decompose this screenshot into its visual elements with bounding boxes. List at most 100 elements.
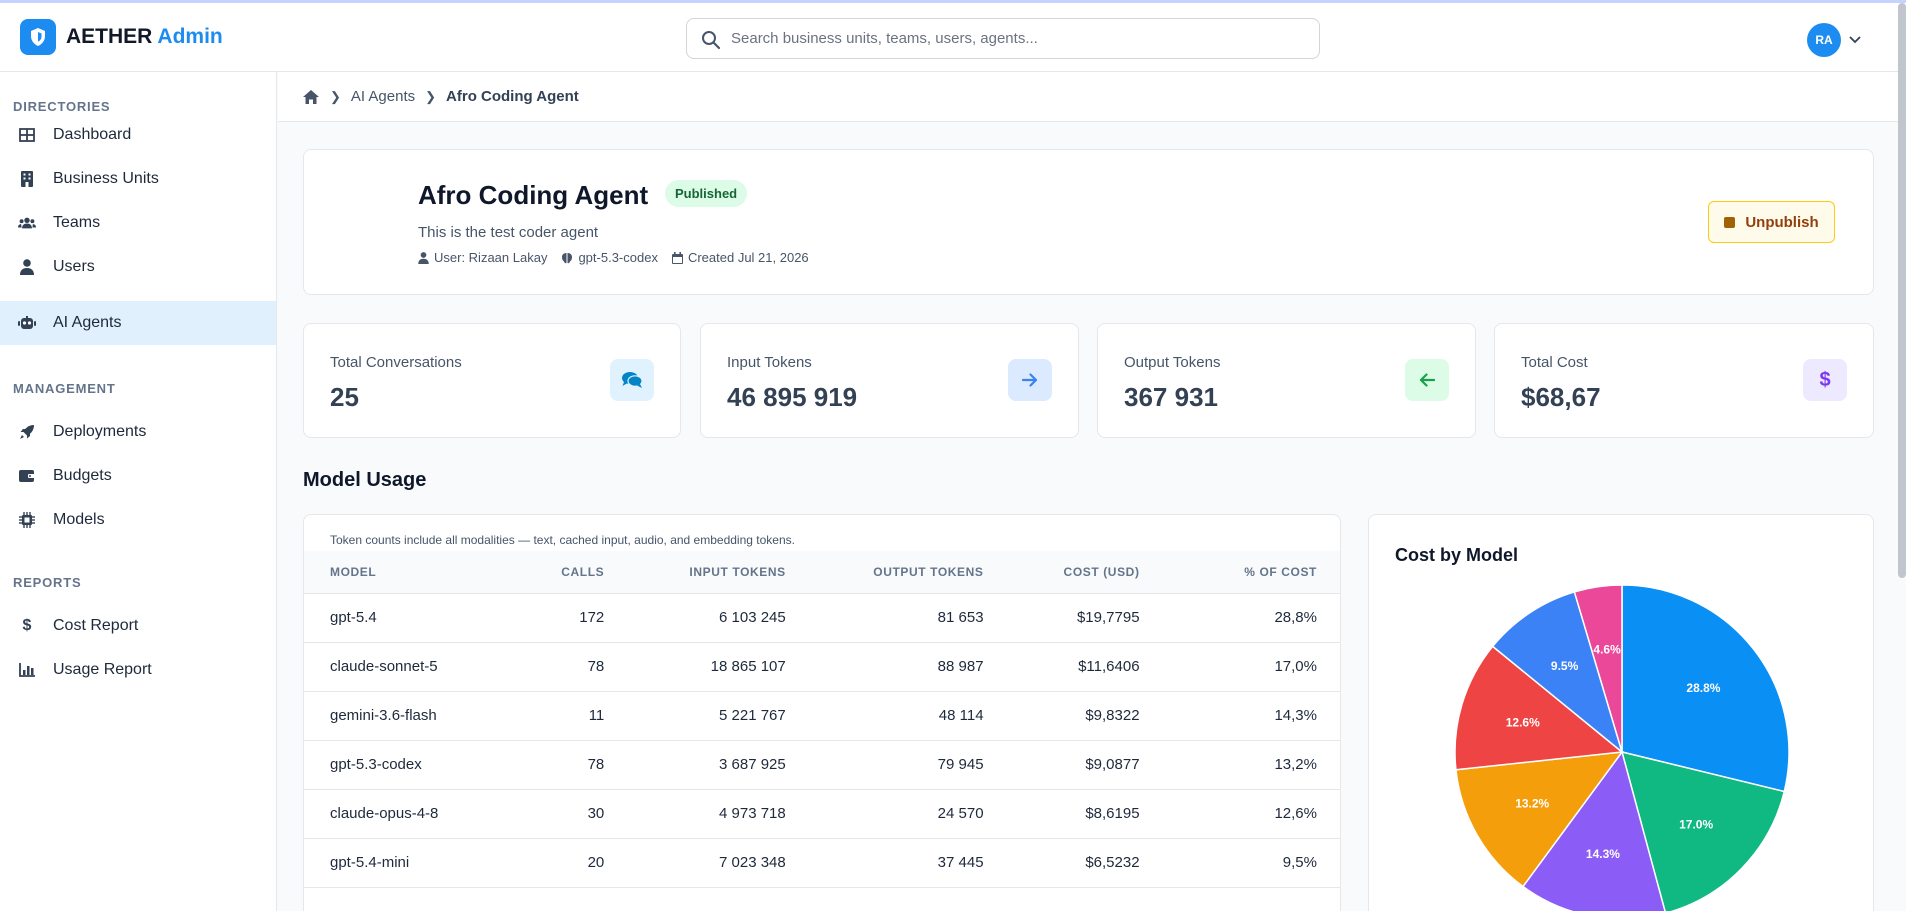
cell-calls: 78: [528, 740, 631, 790]
brand-name: AETHER Admin: [66, 25, 223, 48]
sidebar-item-budgets[interactable]: Budgets: [0, 454, 276, 498]
sidebar-item-models[interactable]: Models: [0, 498, 276, 542]
cell-output-tokens: 88 987: [811, 642, 1010, 692]
search-input[interactable]: [731, 30, 1319, 47]
unpublish-button[interactable]: Unpublish: [1708, 201, 1835, 243]
page-title: Afro Coding Agent: [418, 180, 649, 210]
breadcrumb-link[interactable]: AI Agents: [350, 88, 416, 105]
pie-slice-label: 9.5%: [1551, 659, 1579, 673]
table-row[interactable]: gpt-5.4-mini 20 7 023 348 37 445 $6,5232…: [304, 838, 1340, 888]
cell-model: gpt-5.4: [304, 593, 529, 643]
table-row[interactable]: gpt-5.3-codex 78 3 687 925 79 945 $9,087…: [304, 740, 1340, 790]
table-note: Token counts include all modalities — te…: [330, 533, 795, 547]
sidebar-section-title: MANAGEMENT: [13, 381, 116, 396]
table-row[interactable]: gemini-3.6-flash 11 5 221 767 48 114 $9,…: [304, 691, 1340, 741]
stat-value: 367 931: [1124, 382, 1218, 412]
cell-percent: 9,5%: [1165, 838, 1340, 888]
cell-output-tokens: 24 570: [811, 789, 1010, 839]
pie-slice[interactable]: [1455, 751, 1624, 888]
breadcrumb-current: Afro Coding Agent: [446, 88, 579, 105]
cell-percent: 17,0%: [1165, 642, 1340, 692]
stat-value: $68,67: [1521, 382, 1601, 412]
calendar-icon: [671, 251, 683, 264]
global-search[interactable]: [686, 18, 1320, 59]
cell-calls: 172: [528, 593, 631, 643]
cell-model: gpt-5.3-codex: [304, 740, 529, 790]
breadcrumb: ❯ AI Agents ❯ Afro Coding Agent: [278, 72, 1898, 122]
table-row[interactable]: claude-sonnet-5 78 18 865 107 88 987 $11…: [304, 642, 1340, 692]
cell-calls: 11: [528, 691, 631, 741]
pie-slice[interactable]: [1621, 584, 1790, 793]
column-header[interactable]: MODEL: [304, 551, 529, 594]
cell-calls: 78: [528, 642, 631, 692]
cell-input-tokens: 5 221 767: [630, 691, 812, 741]
sidebar: DIRECTORIES Dashboard Business Units Tea…: [0, 72, 277, 911]
brand[interactable]: AETHER Admin: [20, 19, 223, 55]
agent-meta: User: Rizaan Lakay gpt-5.3-codex Created…: [418, 250, 809, 265]
sidebar-item-business-units[interactable]: Business Units: [0, 157, 276, 201]
pie-slice-label: 17.0%: [1679, 817, 1713, 831]
cell-input-tokens: 4 973 718: [630, 789, 812, 839]
home-icon[interactable]: [302, 89, 320, 105]
meta-created: Created Jul 21, 2026: [671, 250, 809, 265]
table-row[interactable]: gpt-5.4 172 6 103 245 81 653 $19,7795 28…: [304, 593, 1340, 643]
pie-slice[interactable]: [1521, 750, 1666, 911]
sidebar-item-label: Budgets: [53, 467, 112, 484]
stop-icon: [1724, 216, 1736, 228]
agent-header-card: Afro Coding Agent Published This is the …: [303, 149, 1874, 295]
chip-icon: [18, 511, 36, 529]
sidebar-section-title: DIRECTORIES: [13, 99, 111, 114]
grid-icon: [18, 126, 36, 144]
column-header[interactable]: INPUT TOKENS: [630, 551, 812, 594]
column-header[interactable]: COST (USD): [1009, 551, 1166, 594]
sidebar-item-usage-report[interactable]: Usage Report: [0, 648, 276, 692]
comments-icon: [610, 359, 654, 401]
rocket-icon: [18, 423, 36, 441]
avatar[interactable]: RA: [1807, 23, 1841, 57]
sidebar-item-label: Cost Report: [53, 617, 139, 634]
sidebar-item-label: AI Agents: [53, 314, 122, 331]
sidebar-item-teams[interactable]: Teams: [0, 201, 276, 245]
stat-card-input-tokens: Input Tokens 46 895 919: [700, 323, 1079, 438]
pie-slice[interactable]: [1620, 750, 1786, 911]
cell-cost: $9,0877: [1009, 740, 1166, 790]
pie-slice[interactable]: [1454, 645, 1624, 771]
table-row[interactable]: claude-opus-4-8 30 4 973 718 24 570 $8,6…: [304, 789, 1340, 839]
sidebar-item-ai-agents[interactable]: AI Agents: [0, 301, 276, 345]
sidebar-item-dashboard[interactable]: Dashboard: [0, 113, 276, 157]
cell-model: gpt-5.4-mini: [304, 838, 529, 888]
pie-slice[interactable]: [1573, 584, 1623, 753]
page-scrollbar[interactable]: [1898, 3, 1906, 578]
stat-label: Input Tokens: [727, 354, 812, 371]
top-bar: AETHER Admin RA: [0, 0, 1906, 72]
cell-cost: $11,6406: [1009, 642, 1166, 692]
user-menu[interactable]: RA: [1807, 23, 1861, 57]
sidebar-item-deployments[interactable]: Deployments: [0, 410, 276, 454]
cell-output-tokens: 48 114: [811, 691, 1010, 741]
cost-by-model-card: Cost by Model 28.8% 17.0% 14.3% 13.2% 12.6% 9…: [1368, 514, 1874, 911]
section-title: Model Usage: [303, 469, 427, 491]
sidebar-item-users[interactable]: Users: [0, 245, 276, 289]
cell-cost: $6,5232: [1009, 838, 1166, 888]
cell-calls: 30: [528, 789, 631, 839]
pie-slice[interactable]: [1491, 590, 1624, 755]
column-header[interactable]: % OF COST: [1165, 551, 1340, 594]
model-usage-table: MODEL CALLS INPUT TOKENS OUTPUT TOKENS C…: [304, 551, 1340, 888]
sidebar-item-label: Models: [53, 511, 105, 528]
cell-cost: $8,6195: [1009, 789, 1166, 839]
user-icon: [18, 258, 36, 276]
column-header[interactable]: OUTPUT TOKENS: [811, 551, 1010, 594]
column-header[interactable]: CALLS: [528, 551, 631, 594]
cell-cost: $9,8322: [1009, 691, 1166, 741]
pie-slice-label: 28.8%: [1686, 681, 1720, 695]
sidebar-item-cost-report[interactable]: $ Cost Report: [0, 604, 276, 648]
sidebar-item-label: Business Units: [53, 170, 159, 187]
chevron-right-icon: ❯: [330, 88, 341, 104]
cell-percent: 28,8%: [1165, 593, 1340, 643]
stat-label: Output Tokens: [1124, 354, 1221, 371]
dollar-icon: $: [1803, 359, 1847, 401]
cell-output-tokens: 37 445: [811, 838, 1010, 888]
pie-slice-label: 13.2%: [1515, 797, 1549, 811]
cell-percent: 14,3%: [1165, 691, 1340, 741]
agent-description: This is the test coder agent: [418, 224, 599, 241]
